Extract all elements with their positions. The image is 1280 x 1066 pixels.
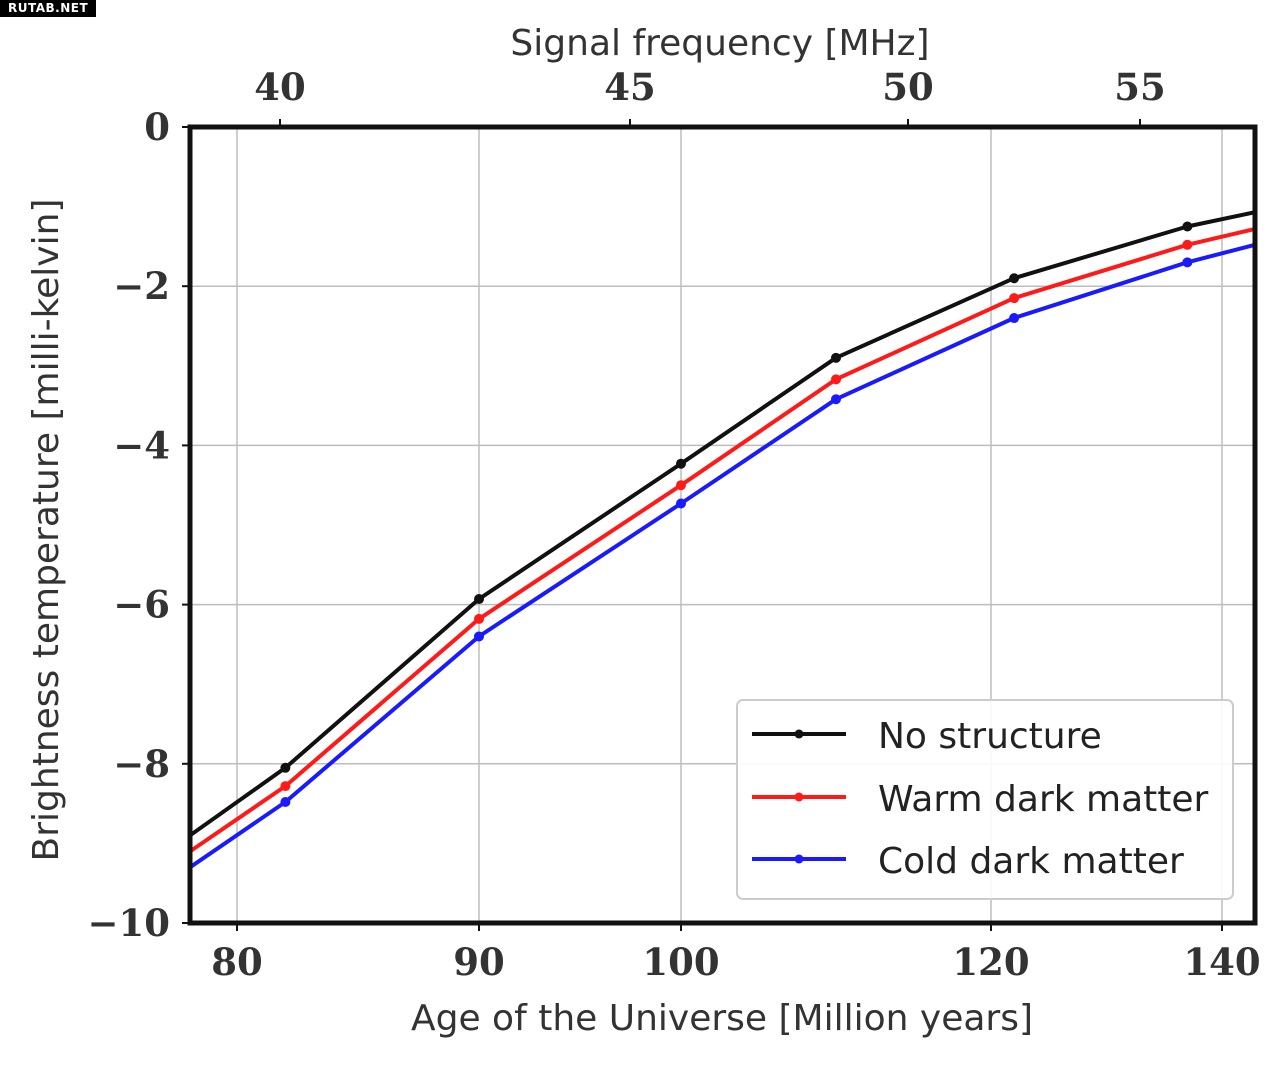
data-point-cold-dark-matter bbox=[676, 498, 686, 509]
x-tick-label: 120 bbox=[952, 940, 1029, 984]
y-tick-label: −4 bbox=[113, 423, 170, 467]
data-point-warm-dark-matter bbox=[1182, 239, 1193, 250]
x-axis-title: Age of the Universe [Million years] bbox=[411, 998, 1033, 1039]
data-point-warm-dark-matter bbox=[1009, 293, 1020, 304]
top-tick-label: 45 bbox=[604, 65, 656, 109]
y-tick-label: −8 bbox=[113, 742, 170, 786]
legend-marker-no-structure bbox=[794, 729, 804, 739]
legend-label-warm-dark-matter: Warm dark matter bbox=[878, 779, 1209, 820]
data-point-no-structure bbox=[676, 458, 686, 469]
data-point-warm-dark-matter bbox=[676, 480, 686, 491]
axis-ticks bbox=[182, 119, 1223, 931]
tick-labels: 80 90 100 120 140 0 −2 −4 −6 −8 −10 40 45 50 55 bbox=[88, 65, 1261, 984]
legend-marker-warm-dark-matter bbox=[794, 792, 804, 802]
data-point-cold-dark-matter bbox=[280, 797, 291, 808]
series-line-warm-dark-matter bbox=[190, 226, 1255, 854]
legend: No structure Warm dark matter Cold dark … bbox=[736, 699, 1234, 900]
x-tick-label: 80 bbox=[211, 940, 263, 984]
data-point-warm-dark-matter bbox=[280, 781, 291, 792]
top-tick-label: 40 bbox=[254, 65, 306, 109]
data-point-cold-dark-matter bbox=[1182, 257, 1193, 268]
data-point-warm-dark-matter bbox=[474, 613, 484, 624]
y-tick-label: 0 bbox=[144, 105, 170, 149]
x-tick-label: 140 bbox=[1183, 940, 1260, 984]
top-tick-label: 55 bbox=[1114, 65, 1166, 109]
series-line-no-structure bbox=[190, 210, 1255, 838]
legend-marker-cold-dark-matter bbox=[794, 854, 804, 864]
data-point-no-structure bbox=[1182, 221, 1193, 232]
plot-frame bbox=[187, 124, 1258, 926]
legend-label-no-structure: No structure bbox=[878, 716, 1102, 757]
y-axis-title: Brightness temperature [milli-kelvin] bbox=[26, 199, 67, 862]
data-point-no-structure bbox=[280, 762, 291, 773]
data-point-no-structure bbox=[1009, 273, 1020, 284]
y-tick-label: −6 bbox=[113, 583, 170, 627]
legend-box bbox=[736, 699, 1234, 900]
y-tick-label: −10 bbox=[88, 901, 171, 945]
series-layer bbox=[190, 210, 1255, 869]
top-axis-title: Signal frequency [MHz] bbox=[510, 23, 929, 64]
data-point-warm-dark-matter bbox=[831, 374, 841, 385]
x-tick-label: 100 bbox=[642, 940, 719, 984]
y-tick-label: −2 bbox=[113, 264, 170, 308]
data-point-cold-dark-matter bbox=[831, 394, 841, 405]
watermark: RUTAB.NET bbox=[0, 0, 97, 17]
series-line-cold-dark-matter bbox=[190, 242, 1255, 869]
top-tick-label: 50 bbox=[882, 65, 934, 109]
data-point-cold-dark-matter bbox=[474, 631, 484, 642]
data-point-no-structure bbox=[831, 352, 841, 363]
legend-label-cold-dark-matter: Cold dark matter bbox=[878, 841, 1184, 882]
data-point-no-structure bbox=[474, 594, 484, 605]
data-point-cold-dark-matter bbox=[1009, 313, 1020, 324]
x-tick-label: 90 bbox=[453, 940, 505, 984]
